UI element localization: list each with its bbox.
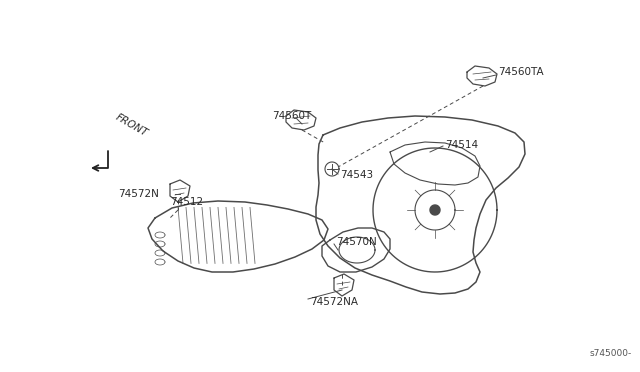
Text: 74572NA: 74572NA	[310, 297, 358, 307]
Text: 74560T: 74560T	[272, 111, 311, 121]
Text: 74572N: 74572N	[118, 189, 159, 199]
Polygon shape	[430, 205, 440, 215]
Text: 74514: 74514	[445, 140, 478, 150]
Text: s745000-: s745000-	[590, 349, 632, 358]
Text: 74512: 74512	[170, 197, 203, 207]
Text: 74570N: 74570N	[336, 237, 377, 247]
Text: 74543: 74543	[340, 170, 373, 180]
Text: FRONT: FRONT	[114, 112, 150, 138]
Text: 74560TA: 74560TA	[498, 67, 543, 77]
